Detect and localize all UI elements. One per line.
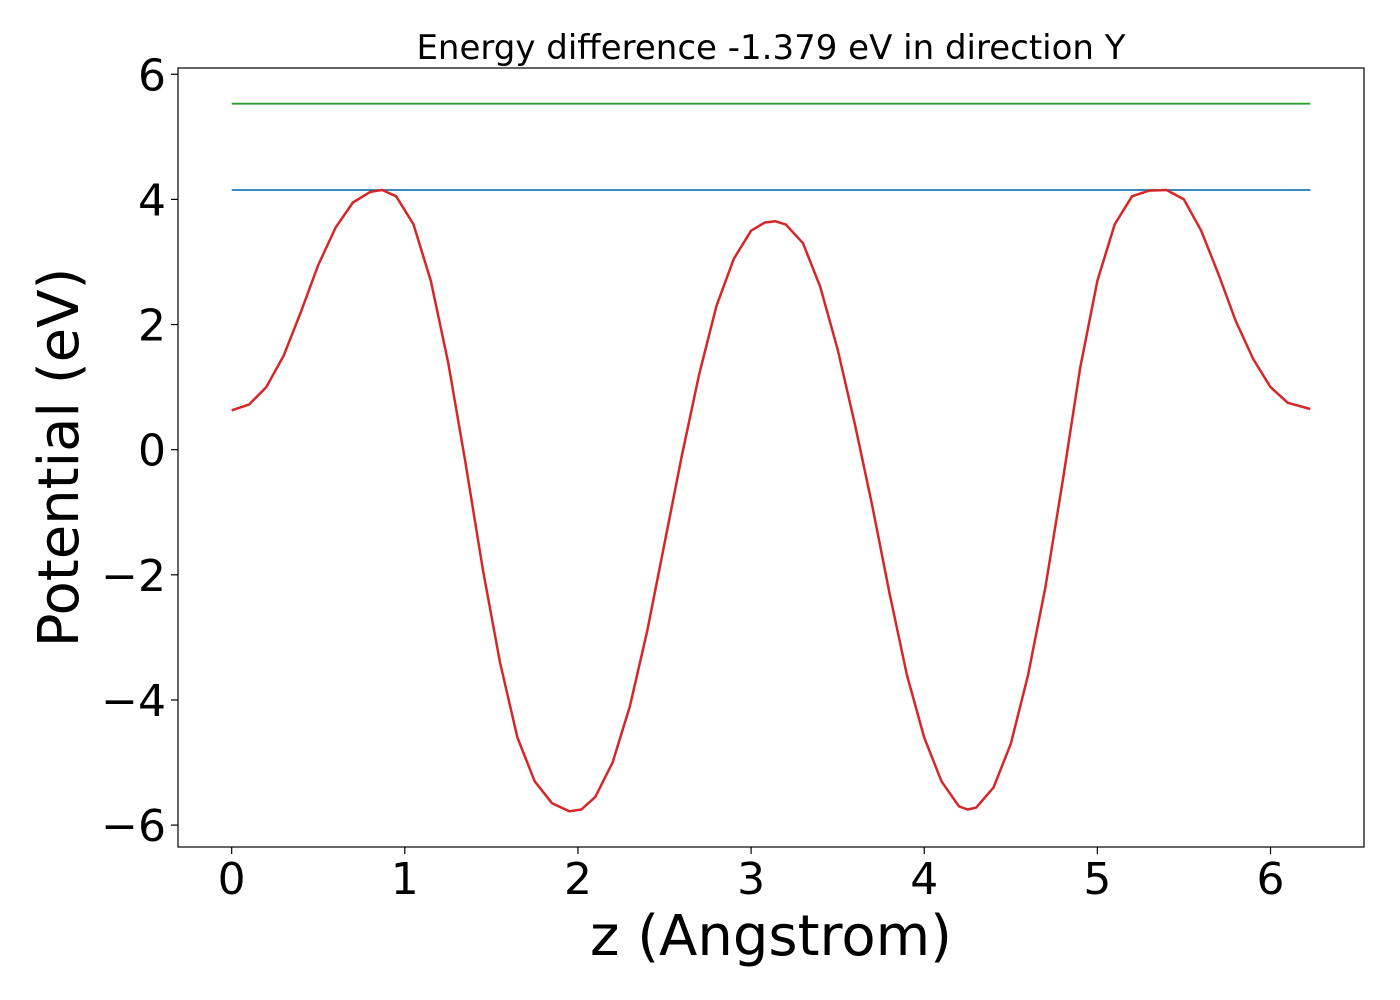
y-tick-label: 2 (138, 301, 166, 352)
y-axis-label: Potential (eV) (27, 268, 92, 648)
x-tick-label: 1 (391, 854, 419, 905)
y-tick-label: 4 (138, 175, 166, 226)
y-tick-label: −6 (101, 801, 166, 852)
plot-frame (177, 67, 1365, 848)
chart-title: Energy difference -1.379 eV in direction… (416, 28, 1125, 68)
y-tick-label: −4 (101, 676, 166, 727)
x-tick-label: 2 (564, 854, 592, 905)
x-tick-label: 0 (218, 854, 246, 905)
x-axis-ticks: 0 1 2 3 4 5 6 (218, 847, 1285, 905)
y-tick-label: −2 (101, 551, 166, 602)
x-tick-label: 5 (1083, 854, 1111, 905)
y-tick-label: 0 (138, 426, 166, 477)
y-axis-ticks: −6 −4 −2 0 2 4 6 (101, 50, 178, 852)
x-tick-label: 6 (1257, 854, 1285, 905)
x-tick-label: 4 (910, 854, 938, 905)
y-tick-label: 6 (138, 50, 166, 101)
x-axis-label: z (Angstrom) (590, 904, 952, 969)
series-line-2 (231, 188, 1311, 813)
plot-lines (231, 102, 1311, 813)
x-tick-label: 3 (737, 854, 765, 905)
